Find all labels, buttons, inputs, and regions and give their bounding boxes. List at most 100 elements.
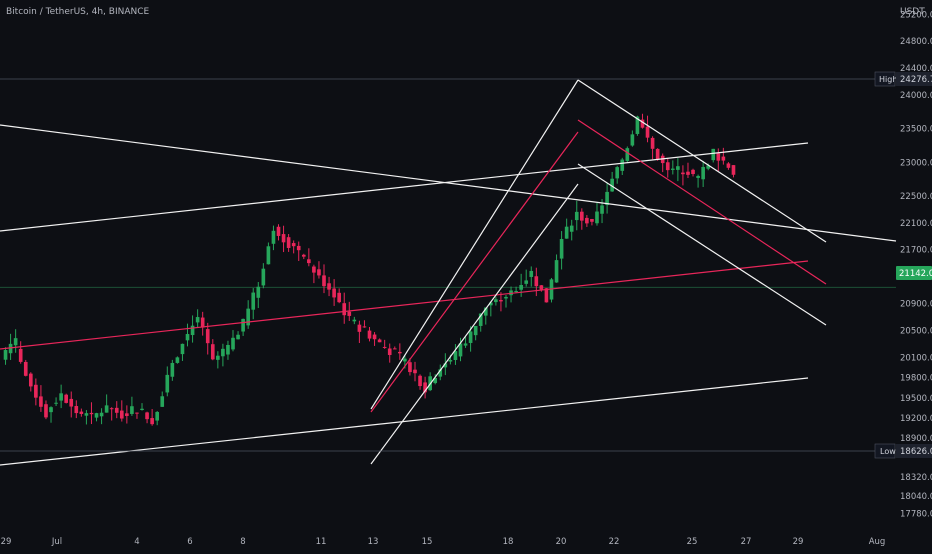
candle-body [453, 351, 458, 361]
candle-body [64, 394, 69, 403]
candle-body [499, 299, 503, 302]
candle-body [256, 286, 261, 298]
candle-body [261, 268, 266, 286]
candle-body [443, 363, 448, 368]
candle-body [357, 324, 362, 332]
candle-body [119, 410, 124, 419]
candle-body [23, 361, 28, 376]
candle-body [681, 172, 685, 175]
candle-body [150, 418, 154, 425]
candle-body [650, 137, 655, 149]
candle-body [367, 330, 372, 339]
candle-body [448, 360, 453, 362]
candle-body [8, 343, 13, 354]
candle-body [372, 334, 377, 340]
candle-body [691, 169, 695, 175]
candle-body [301, 254, 306, 257]
candle-body [620, 159, 625, 171]
y-tick-label: 18320.00 [900, 473, 932, 483]
x-axis[interactable]: 29 Jul 4 6 8 11 13 15 18 20 22 25 27 29 Aug [1, 537, 886, 547]
candle-body [392, 348, 397, 350]
candle-body [307, 259, 311, 264]
y-tick-label: 19800.00 [900, 374, 932, 384]
x-tick-label: 20 [556, 537, 567, 547]
candle-body [195, 317, 200, 323]
candle-body [59, 393, 63, 401]
y-tick-label: 22100.00 [900, 219, 932, 229]
candle-body [251, 292, 256, 310]
y-tick-label: 20500.00 [900, 326, 932, 336]
candle-body [569, 225, 574, 232]
candle-body [711, 148, 716, 161]
candle-body [49, 407, 53, 413]
x-tick-label: 27 [741, 537, 752, 547]
candle-body [438, 369, 443, 377]
candle-body [686, 171, 690, 175]
y-tick-label: 24000.00 [900, 91, 932, 101]
candle-body [670, 168, 675, 170]
candle-body [84, 413, 89, 416]
candle-body [504, 296, 508, 299]
y-tick-label: 23000.00 [900, 158, 932, 168]
candle-body [210, 344, 215, 360]
y-tick-label: 22500.00 [900, 192, 932, 202]
y-tick-label: 18900.00 [900, 434, 932, 444]
candle-body [559, 238, 564, 259]
candle-body [554, 260, 559, 283]
candle-body [478, 313, 483, 326]
candle-body [468, 331, 473, 343]
candle-body [362, 326, 367, 328]
candle-body [125, 413, 129, 416]
candle-body [13, 338, 18, 346]
candle-body [605, 191, 609, 206]
candle-body [39, 396, 43, 407]
candle-body [337, 292, 341, 303]
candle-body [317, 269, 321, 276]
candle-body [276, 226, 281, 236]
candle-body [145, 412, 149, 420]
low-label-box [874, 443, 896, 459]
x-tick-label: 18 [503, 537, 514, 547]
candle-body [342, 303, 347, 316]
candle-body [296, 245, 301, 251]
candle-body [595, 211, 599, 224]
candle-body [281, 234, 286, 243]
x-tick-label: 4 [134, 537, 139, 547]
candle-body [332, 288, 336, 298]
candle-body [140, 408, 144, 411]
candle-body [423, 382, 427, 393]
high-label: High [879, 75, 897, 84]
candle-body [413, 369, 417, 374]
candle-body [489, 302, 493, 306]
high-value-box [896, 72, 932, 86]
candle-body [322, 275, 326, 287]
x-tick-label: 13 [368, 537, 379, 547]
candle-body [590, 218, 594, 222]
rising-red-line [370, 131, 579, 413]
candle-body [352, 319, 357, 322]
x-tick-label: Jul [51, 537, 62, 547]
x-tick-label: 11 [316, 537, 327, 547]
x-tick-label: 22 [609, 537, 620, 547]
candle-body [665, 162, 670, 171]
candle-body [696, 175, 700, 178]
candle-body [635, 116, 640, 134]
candle-body [271, 230, 276, 244]
high-label-box [874, 71, 896, 87]
currency-label: USDT [900, 7, 925, 17]
candle-body [539, 285, 544, 290]
rising-channel-lower [370, 183, 579, 465]
high-value: 24276.74 [900, 75, 932, 85]
candle-body [291, 243, 296, 247]
candle-body [79, 411, 84, 414]
candle-body [135, 412, 139, 414]
y-tick-label: 18040.00 [900, 492, 932, 502]
low-value: 18626.00 [900, 447, 932, 457]
y-axis[interactable]: 25200.00 24800.00 24400.00 24000.00 23500.00… [900, 10, 932, 519]
candle-body [418, 375, 422, 387]
falling-channel-lower [577, 163, 827, 326]
candle-body [726, 163, 731, 168]
candle-body [216, 355, 220, 360]
